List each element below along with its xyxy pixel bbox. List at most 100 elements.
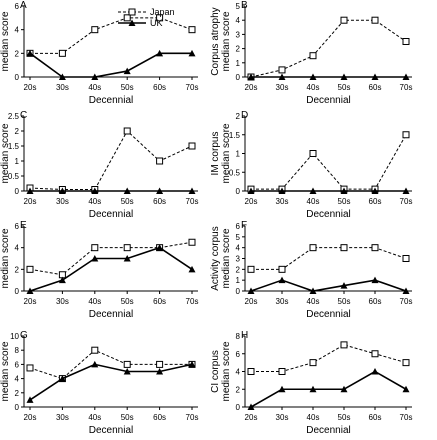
data-point-uk — [188, 49, 196, 57]
series-line-japan — [251, 247, 407, 270]
y-tick-label: 0 — [15, 287, 20, 296]
x-tick-label: 20s — [24, 83, 37, 92]
data-point-japan — [309, 244, 317, 252]
x-tick-label: 40s — [307, 83, 320, 92]
x-tick-label: 50s — [121, 297, 134, 306]
y-axis-title: IM corpus — [210, 132, 221, 176]
data-point-uk — [58, 187, 66, 194]
series-line-uk — [29, 246, 193, 292]
panel-h: H0246820s30s40s50s60s70sDecennialCI corp… — [210, 330, 412, 436]
y-axis-title: CI corpus — [210, 350, 221, 393]
data-point-japan — [371, 244, 379, 252]
data-point-japan — [402, 359, 410, 367]
x-tick-label: 30s — [56, 297, 69, 306]
y-tick-label: 2.5 — [8, 112, 20, 121]
data-point-uk — [278, 187, 286, 194]
y-tick-label: 2 — [236, 112, 241, 121]
panel-d: D00.511.5220s30s40s50s60s70sDecennialIM … — [210, 110, 412, 220]
data-point-japan — [402, 131, 410, 139]
data-point-uk — [156, 244, 164, 251]
data-point-japan — [371, 350, 379, 358]
data-point-uk — [58, 375, 66, 382]
x-axis-title: Decennial — [306, 209, 350, 220]
y-tick-label: 1 — [15, 157, 20, 166]
y-tick-label: 0 — [15, 403, 20, 412]
x-tick-label: 40s — [88, 83, 101, 92]
y-tick-label: 0.5 — [229, 168, 241, 177]
x-axis-title: Decennial — [306, 95, 350, 106]
y-tick-label: 4 — [236, 244, 241, 253]
y-tick-label: 4 — [236, 368, 241, 377]
data-point-uk — [340, 282, 348, 289]
y-axis-title: median score — [0, 341, 11, 401]
y-tick-label: 1 — [236, 59, 241, 68]
data-point-japan — [91, 244, 99, 252]
data-point-japan — [91, 346, 99, 354]
y-tick-label: 2 — [15, 265, 20, 274]
series-line-japan — [29, 130, 193, 190]
data-point-japan — [278, 66, 286, 74]
y-tick-label: 6 — [15, 2, 20, 11]
y-tick-label: 2 — [15, 49, 20, 58]
y-tick-label: 4 — [15, 375, 20, 384]
data-point-japan — [123, 14, 131, 22]
x-tick-label: 50s — [338, 297, 351, 306]
x-tick-label: 40s — [88, 297, 101, 306]
data-point-uk — [123, 255, 131, 262]
data-point-japan — [309, 359, 317, 367]
x-tick-label: 30s — [276, 297, 289, 306]
x-tick-label: 60s — [153, 197, 166, 206]
data-point-uk — [371, 187, 379, 194]
data-point-uk — [188, 265, 196, 273]
x-tick-label: 60s — [369, 83, 382, 92]
y-tick-label: 8 — [15, 346, 20, 355]
panel-b: B01234520s30s40s50s60s70sDecennialCorpus… — [210, 0, 412, 106]
data-point-uk — [58, 73, 66, 80]
panel-e: E024620s30s40s50s60s70sDecennialActivity… — [0, 220, 198, 320]
x-tick-label: 40s — [307, 413, 320, 422]
data-point-uk — [371, 368, 379, 375]
x-axis-title: Decennial — [89, 425, 133, 436]
data-point-uk — [340, 73, 348, 80]
series-line-japan — [29, 241, 193, 276]
y-tick-label: 0 — [15, 73, 20, 82]
y-tick-label: 2 — [236, 265, 241, 274]
y-tick-label: 6 — [15, 222, 20, 231]
x-tick-label: 40s — [307, 297, 320, 306]
legend-label-uk: UK — [150, 18, 163, 28]
x-axis-title: Decennial — [306, 309, 350, 320]
panel-a: A024620s30s40s50s60s70sDecennialAntral a… — [0, 0, 198, 106]
data-point-uk — [402, 385, 410, 393]
y-tick-label: 3 — [236, 30, 241, 39]
data-point-japan — [247, 265, 255, 273]
data-point-japan — [156, 360, 164, 368]
x-tick-label: 30s — [56, 413, 69, 422]
x-tick-label: 70s — [400, 197, 413, 206]
data-point-uk — [123, 67, 131, 75]
y-tick-label: 4 — [15, 26, 20, 35]
data-point-japan — [278, 368, 286, 375]
y-tick-label: 2 — [236, 385, 241, 394]
x-tick-label: 30s — [56, 197, 69, 206]
data-point-uk — [371, 276, 379, 284]
x-axis-title: Decennial — [89, 309, 133, 320]
x-tick-label: 40s — [88, 197, 101, 206]
series-line-uk — [29, 52, 192, 78]
data-point-uk — [26, 287, 34, 294]
data-point-uk — [309, 385, 317, 393]
y-tick-label: 1 — [236, 150, 241, 159]
y-tick-label: 6 — [236, 222, 241, 231]
data-point-uk — [156, 187, 164, 194]
x-tick-label: 50s — [121, 413, 134, 422]
data-point-japan — [309, 150, 317, 157]
x-tick-label: 50s — [338, 197, 351, 206]
y-axis-title: median score — [0, 11, 11, 71]
y-tick-label: 4 — [236, 16, 241, 25]
data-point-japan — [91, 26, 99, 34]
data-point-japan — [26, 364, 34, 372]
y-axis-title: median score — [221, 11, 232, 71]
y-tick-label: 1.5 — [8, 142, 20, 151]
x-tick-label: 40s — [307, 197, 320, 206]
data-point-uk — [188, 360, 196, 368]
